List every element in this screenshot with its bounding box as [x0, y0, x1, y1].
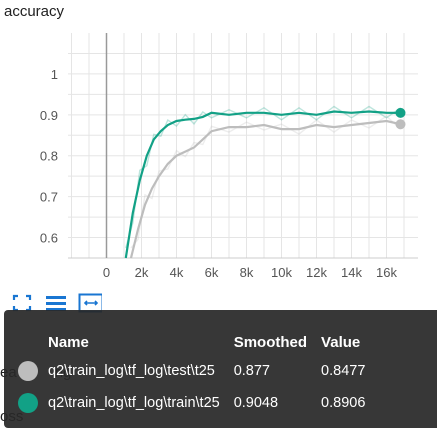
tooltip-row: q2\train_log\tf_log\train\t25 0.9048 0.8…: [18, 387, 373, 419]
y-tick-label: 1: [51, 67, 58, 82]
y-tick-label: 0.7: [40, 190, 58, 205]
series-end-marker: [395, 107, 406, 118]
fullscreen-button[interactable]: [10, 292, 34, 314]
y-tick-label: 0.9: [40, 108, 58, 123]
series-color-swatch: [18, 361, 38, 381]
tooltip-header-value: Value: [321, 334, 361, 351]
chart-card-title: accuracy: [4, 3, 65, 20]
x-tick-label: 12k: [306, 265, 327, 280]
accuracy-chart[interactable]: 0 2k 4k 6k 8k 10k 12k 14k 16k 0.6 0.7 0.8 0.9 1: [0, 0, 437, 300]
tooltip-header-smoothed: Smoothed: [233, 334, 308, 351]
x-tick-label: 2k: [135, 265, 149, 280]
tooltip-table: Name Smoothed Value q2\train_log\tf_log\…: [18, 334, 373, 419]
x-tick-label: 16k: [376, 265, 397, 280]
tooltip-header-name: Name: [48, 334, 89, 351]
series-color-swatch: [18, 393, 38, 413]
tooltip-row: q2\train_log\tf_log\test\t25 0.877 0.847…: [18, 355, 373, 387]
tooltip-raw-value: 0.8906: [321, 395, 366, 411]
x-tick-label: 14k: [341, 265, 362, 280]
x-tick-label: 8k: [240, 265, 254, 280]
x-tick-label: 10k: [271, 265, 292, 280]
y-tick-label: 0.6: [40, 231, 58, 246]
data-tooltip: Name Smoothed Value q2\train_log\tf_log\…: [4, 310, 437, 428]
x-tick-label: 6k: [205, 265, 219, 280]
plot-area: [68, 33, 418, 258]
series-line[interactable]: [129, 119, 401, 259]
tooltip-run-name: q2\train_log\tf_log\test\t25: [48, 363, 215, 379]
tooltip-raw-value: 0.8477: [321, 363, 366, 379]
toggle-log-scale-button[interactable]: [44, 292, 68, 314]
y-tick-label: 0.8: [40, 149, 58, 164]
list-icon: [46, 296, 66, 311]
tooltip-run-name: q2\train_log\tf_log\train\t25: [48, 395, 220, 411]
x-tick-label: 0: [103, 265, 110, 280]
fullscreen-icon: [12, 294, 32, 312]
series-line[interactable]: [124, 110, 401, 259]
x-tick-label: 4k: [170, 265, 184, 280]
tooltip-smoothed-value: 0.877: [233, 363, 270, 379]
tooltip-smoothed-value: 0.9048: [233, 395, 279, 411]
series-end-marker: [395, 119, 406, 130]
